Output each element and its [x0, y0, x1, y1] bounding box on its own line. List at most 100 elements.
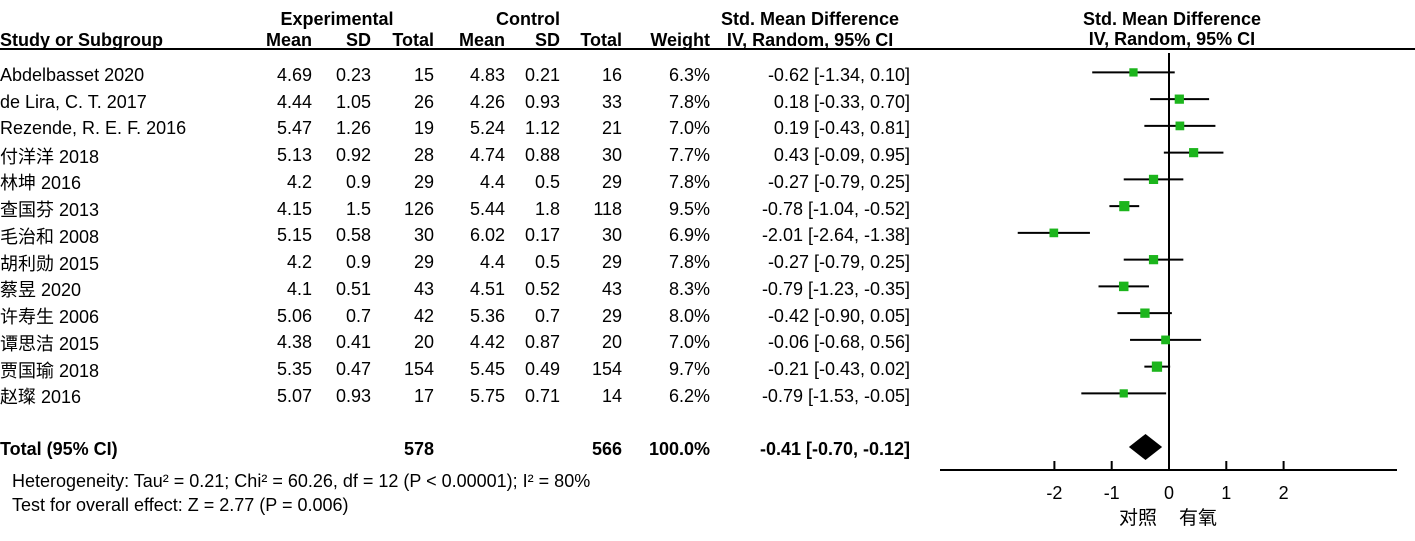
- cell-e_sd: 1.26: [335, 118, 371, 139]
- cell-e_total: 154: [403, 359, 435, 380]
- axis-tick-label: 2: [1279, 483, 1289, 503]
- cell-total-label: Total (95% CI): [0, 439, 118, 460]
- cell-e_total: 20: [414, 332, 435, 353]
- col-header-iv-text: IV, Random, 95% CI: [726, 30, 894, 50]
- cell-c_sd: 0.87: [524, 332, 561, 353]
- effect-marker: [1148, 174, 1159, 185]
- header-divider-line: [0, 48, 1415, 50]
- cell-c_total: 29: [602, 171, 623, 192]
- cell-e_total: 29: [414, 171, 435, 192]
- cell-empty: [434, 437, 505, 464]
- total-gap: [0, 410, 910, 437]
- cell-e_total: 42: [414, 305, 435, 326]
- cell-ci: 0.18 [-0.33, 0.70]: [773, 91, 911, 112]
- cell-c_sd: 1.8: [535, 198, 561, 219]
- cell-c_total: 20: [602, 332, 623, 353]
- cell-weight: 8.3%: [669, 278, 711, 299]
- cell-e_sd: 0.51: [335, 278, 371, 299]
- cell-c_mean: 5.36: [469, 305, 506, 326]
- cell-e_sd: 0.58: [335, 225, 371, 246]
- cell-c_sd: 0.71: [524, 385, 561, 406]
- cell-study: 谭思洁 2015: [0, 333, 100, 354]
- cell-ci: -0.79 [-1.53, -0.05]: [761, 385, 911, 406]
- effect-marker: [1174, 94, 1184, 104]
- cell-e_sd: 0.9: [345, 252, 371, 273]
- cell-c_sd: 1.12: [524, 118, 561, 139]
- cell-ci: -0.21 [-0.43, 0.02]: [767, 359, 911, 380]
- cell-ci: -0.27 [-0.79, 0.25]: [767, 171, 911, 192]
- cell-empty: [505, 437, 560, 464]
- cell-c_mean: 6.02: [469, 225, 506, 246]
- header-gap: [0, 51, 910, 62]
- axis-tick-label: 1: [1221, 483, 1231, 503]
- cell-e_mean: 4.2: [286, 252, 312, 273]
- cell-ci: -2.01 [-2.64, -1.38]: [761, 225, 911, 246]
- table-row: 查国芬 2013 4.15 1.5 126 5.44 1.8 118 9.5% -0.78 [-…: [0, 196, 910, 223]
- cell-ci: -0.42 [-0.90, 0.05]: [767, 305, 911, 326]
- cell-c_mean: 4.4: [480, 171, 506, 192]
- cell-ci: -0.06 [-0.68, 0.56]: [767, 332, 911, 353]
- statistics-footer: Heterogeneity: Tau² = 0.21; Chi² = 60.26…: [12, 469, 590, 517]
- cell-c_mean: 4.42: [469, 332, 506, 353]
- axis-label-left: 对照: [1119, 507, 1157, 529]
- cell-e_mean: 4.1: [286, 278, 312, 299]
- col-header-mean-ctrl: Mean: [459, 30, 506, 50]
- table-row: 胡利勋 2015 4.2 0.9 29 4.4 0.5 29 7.8% -0.27 [-0.79…: [0, 249, 910, 276]
- table-row: 毛治和 2008 5.15 0.58 30 6.02 0.17 30 6.9% -2.01 [-…: [0, 223, 910, 250]
- cell-e_mean: 5.06: [276, 305, 312, 326]
- effect-marker: [1161, 335, 1170, 345]
- cell-ci: 0.19 [-0.43, 0.81]: [773, 118, 911, 139]
- cell-study: 付洋洋 2018: [0, 146, 100, 167]
- cell-study: Abdelbasset 2020: [0, 64, 145, 85]
- cell-c_total: 14: [602, 385, 623, 406]
- cell-c_total: 30: [602, 145, 623, 166]
- cell-study: 贾国瑜 2018: [0, 360, 100, 381]
- cell-weight: 7.8%: [669, 91, 711, 112]
- col-group-control: Control: [496, 9, 561, 29]
- overall-effect-text: Test for overall effect: Z = 2.77 (P = 0…: [12, 495, 349, 515]
- cell-e_sd: 1.5: [345, 198, 371, 219]
- cell-e_mean: 5.15: [276, 225, 312, 246]
- cell-ci: -0.62 [-1.34, 0.10]: [767, 64, 911, 85]
- axis-tick-label: 0: [1164, 483, 1174, 503]
- cell-e_sd: 0.23: [335, 64, 371, 85]
- cell-e_total: 29: [414, 252, 435, 273]
- cell-c_mean: 5.75: [469, 385, 506, 406]
- cell-c_total: 29: [602, 252, 623, 273]
- axis-label-right: 有氧: [1179, 507, 1217, 529]
- table-row: Abdelbasset 2020 4.69 0.23 15 4.83 0.21 16 6.3%…: [0, 62, 910, 89]
- col-header-mean-exp: Mean: [265, 30, 312, 50]
- cell-e_mean: 5.47: [276, 118, 312, 139]
- cell-study: 胡利勋 2015: [0, 253, 100, 274]
- table-row: 林坤 2016 4.2 0.9 29 4.4 0.5 29 7.8% -0.27 [-0.79,…: [0, 169, 910, 196]
- cell-c_sd: 0.52: [524, 278, 561, 299]
- table-row: 蔡昱 2020 4.1 0.51 43 4.51 0.52 43 8.3% -0.79 [-1.…: [0, 276, 910, 303]
- cell-total-exp: 578: [403, 439, 435, 460]
- cell-ci: -0.27 [-0.79, 0.25]: [767, 252, 911, 273]
- col-group-experimental: Experimental: [280, 9, 394, 29]
- cell-c_total: 16: [602, 64, 623, 85]
- study-rows: Abdelbasset 2020 4.69 0.23 15 4.83 0.21 16 6.3%…: [0, 62, 910, 410]
- col-header-study: Study or Subgroup: [0, 30, 163, 50]
- cell-weight: 6.2%: [669, 385, 711, 406]
- cell-ci: -0.78 [-1.04, -0.52]: [761, 198, 911, 219]
- cell-study: 赵璨 2016: [0, 387, 82, 408]
- cell-total-ctrl: 566: [591, 439, 623, 460]
- cell-c_sd: 0.5: [535, 252, 561, 273]
- cell-weight: 8.0%: [669, 305, 711, 326]
- cell-total-ci: -0.41 [-0.70, -0.12]: [759, 439, 911, 460]
- cell-e_mean: 5.07: [276, 385, 312, 406]
- cell-weight: 6.3%: [669, 64, 711, 85]
- cell-weight: 9.5%: [669, 198, 711, 219]
- table-row: 贾国瑜 2018 5.35 0.47 154 5.45 0.49 154 9.7% -0.21 …: [0, 356, 910, 383]
- cell-e_total: 17: [414, 385, 435, 406]
- cell-study: de Lira, C. T. 2017: [0, 91, 147, 112]
- col-header-iv-plot: IV, Random, 95% CI: [1088, 29, 1256, 49]
- cell-e_mean: 4.44: [276, 91, 312, 112]
- cell-study: Rezende, R. E. F. 2016: [0, 118, 187, 139]
- heterogeneity-text: Heterogeneity: Tau² = 0.21; Chi² = 60.26…: [12, 471, 591, 491]
- header-spacer: [0, 0, 240, 30]
- cell-c_mean: 4.26: [469, 91, 506, 112]
- cell-empty: [312, 437, 371, 464]
- col-group-smd-plot: Std. Mean Difference: [1082, 9, 1262, 29]
